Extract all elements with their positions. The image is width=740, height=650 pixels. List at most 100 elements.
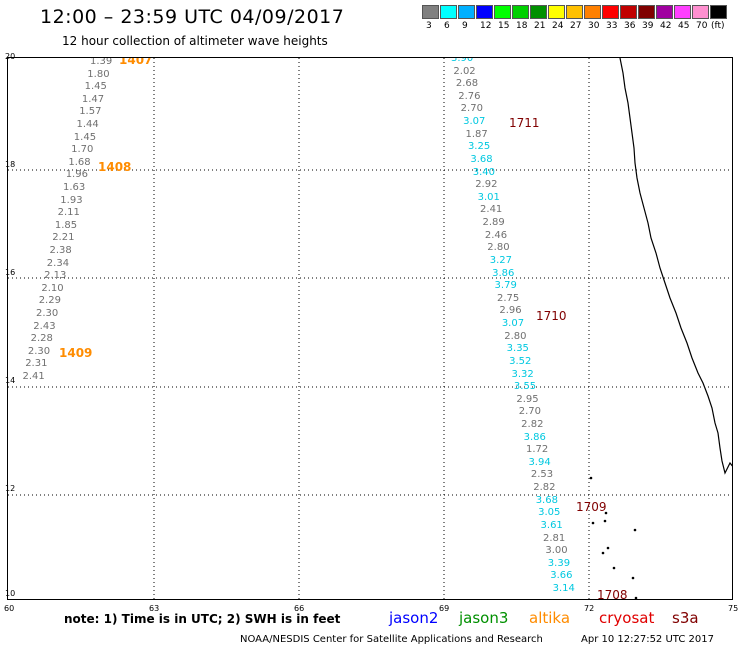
wave-height-value: 1.45 bbox=[73, 131, 97, 143]
legend-label: 36 bbox=[624, 21, 636, 31]
wave-height-value: 3.05 bbox=[538, 507, 561, 519]
legend-swatch bbox=[530, 5, 547, 19]
legend-label: 9 bbox=[462, 21, 468, 31]
legend-label: 18 bbox=[516, 21, 528, 31]
pass-label: 1409 bbox=[59, 346, 93, 360]
wave-height-value: 1.96 bbox=[65, 169, 88, 181]
latitude-label: 12 bbox=[5, 484, 16, 493]
wave-height-value: 1.93 bbox=[60, 194, 83, 206]
wave-height-value: 2.34 bbox=[46, 257, 70, 269]
longitude-label: 69 bbox=[439, 604, 450, 613]
map-title: 12:00 – 23:59 UTC 04/09/2017 bbox=[40, 6, 345, 28]
coastline bbox=[619, 58, 732, 475]
island-dot bbox=[601, 551, 605, 555]
wave-height-value: 2.30 bbox=[27, 345, 51, 357]
wave-height-map: 1.39 1.80 1.45 1.47 1.57 1.44 1.45 1.70 1.68 1.96… bbox=[7, 57, 733, 600]
pass-label: 1711 bbox=[509, 116, 540, 130]
island-dot bbox=[631, 576, 635, 580]
wave-height-value: 3.32 bbox=[511, 368, 534, 380]
legend-swatch bbox=[458, 5, 475, 19]
wave-height-value: 1.85 bbox=[54, 219, 78, 231]
satellite-label-jason3: jason3 bbox=[459, 609, 509, 627]
longitude-label: 72 bbox=[584, 604, 595, 613]
legend-label: 39 bbox=[642, 21, 654, 31]
wave-height-value: 3.52 bbox=[509, 355, 532, 367]
legend-swatch bbox=[638, 5, 655, 19]
wave-height-value: 3.25 bbox=[467, 141, 491, 153]
wave-height-value: 3.61 bbox=[540, 519, 563, 531]
latitude-label: 10 bbox=[5, 589, 16, 598]
wave-height-value: 3.27 bbox=[489, 254, 512, 266]
wave-height-value: 2.21 bbox=[52, 232, 75, 244]
legend-swatch bbox=[476, 5, 493, 19]
wave-height-value: 2.96 bbox=[499, 305, 522, 317]
wave-height-value: 3.79 bbox=[494, 280, 517, 292]
satellite-label-altika: altika bbox=[529, 609, 571, 627]
credit-line: NOAA/NESDIS Center for Satellite Applica… bbox=[240, 634, 543, 645]
wave-height-value: 2.41 bbox=[22, 371, 45, 382]
island-dot bbox=[604, 511, 608, 515]
wave-height-value: 2.92 bbox=[475, 179, 498, 191]
legend-label: 12 bbox=[480, 21, 492, 31]
wave-height-value: 3.55 bbox=[513, 381, 537, 393]
legend-label: 70 bbox=[696, 21, 708, 31]
wave-height-value: 2.38 bbox=[49, 245, 72, 256]
legend-label: 27 bbox=[570, 21, 582, 31]
legend-label: 24 bbox=[552, 21, 564, 31]
legend-label: (ft) bbox=[711, 21, 725, 31]
island-dot bbox=[606, 546, 610, 550]
wave-height-value: 3.07 bbox=[463, 116, 486, 128]
wave-height-value: 2.68 bbox=[455, 78, 479, 90]
legend-label: 30 bbox=[588, 21, 600, 31]
legend-label: 21 bbox=[534, 21, 546, 31]
wave-height-value: 3.07 bbox=[501, 318, 525, 330]
longitude-label: 66 bbox=[294, 604, 305, 613]
legend-swatch bbox=[440, 5, 457, 19]
wave-height-value: 2.10 bbox=[41, 282, 64, 294]
wave-height-value: 1.44 bbox=[76, 119, 99, 130]
legend-label: 42 bbox=[660, 21, 672, 31]
satellite-label-jason2: jason2 bbox=[389, 609, 439, 627]
wave-height-value: 1.45 bbox=[84, 81, 107, 93]
wave-height-value: 2.43 bbox=[33, 320, 56, 332]
pass-label: 1407 bbox=[119, 57, 153, 67]
wave-height-value: 3.86 bbox=[523, 431, 546, 443]
legend-swatch bbox=[710, 5, 727, 19]
map-subtitle: 12 hour collection of altimeter wave hei… bbox=[62, 34, 328, 48]
island-dot bbox=[612, 566, 616, 570]
longitude-label: 63 bbox=[149, 604, 160, 613]
island-dot bbox=[633, 528, 637, 532]
wave-height-value: 2.13 bbox=[44, 270, 67, 282]
pass-label: 1408 bbox=[98, 160, 132, 174]
satellite-label-cryosat: cryosat bbox=[599, 609, 655, 627]
map-canvas bbox=[8, 58, 732, 599]
footnote: note: 1) Time is in UTC; 2) SWH is in fe… bbox=[64, 612, 341, 626]
pass-label: 1709 bbox=[576, 500, 607, 514]
wave-height-value: 3.66 bbox=[550, 570, 573, 582]
legend-swatch bbox=[422, 5, 439, 19]
wave-height-value: 3.40 bbox=[472, 166, 496, 178]
wave-height-value: 3.94 bbox=[528, 456, 551, 468]
legend-label: 6 bbox=[444, 21, 450, 31]
wave-height-value: 2.81 bbox=[542, 532, 566, 544]
wave-height-value: 2.75 bbox=[496, 292, 520, 304]
legend-swatch bbox=[548, 5, 565, 19]
legend-label: 45 bbox=[678, 21, 690, 31]
legend-swatch bbox=[602, 5, 619, 19]
wave-height-value: 2.80 bbox=[487, 242, 510, 254]
pass-label: 1708 bbox=[597, 588, 628, 600]
island-dot bbox=[591, 521, 595, 525]
latitude-label: 14 bbox=[5, 376, 16, 385]
wave-height-value: 1.39 bbox=[90, 57, 113, 67]
pass-label: 1710 bbox=[536, 309, 567, 323]
wave-height-value: 1.70 bbox=[71, 144, 94, 156]
wave-height-value: 1.57 bbox=[79, 106, 102, 118]
legend-swatch bbox=[494, 5, 511, 19]
island-dot bbox=[603, 519, 607, 523]
wave-height-value: 2.11 bbox=[57, 207, 80, 219]
legend-swatch bbox=[620, 5, 637, 19]
generation-timestamp: Apr 10 12:27:52 UTC 2017 bbox=[581, 634, 714, 645]
wave-height-value: 1.80 bbox=[87, 68, 110, 80]
wave-height-value: 1.47 bbox=[81, 93, 105, 105]
wave-height-value: 2.82 bbox=[533, 482, 556, 494]
